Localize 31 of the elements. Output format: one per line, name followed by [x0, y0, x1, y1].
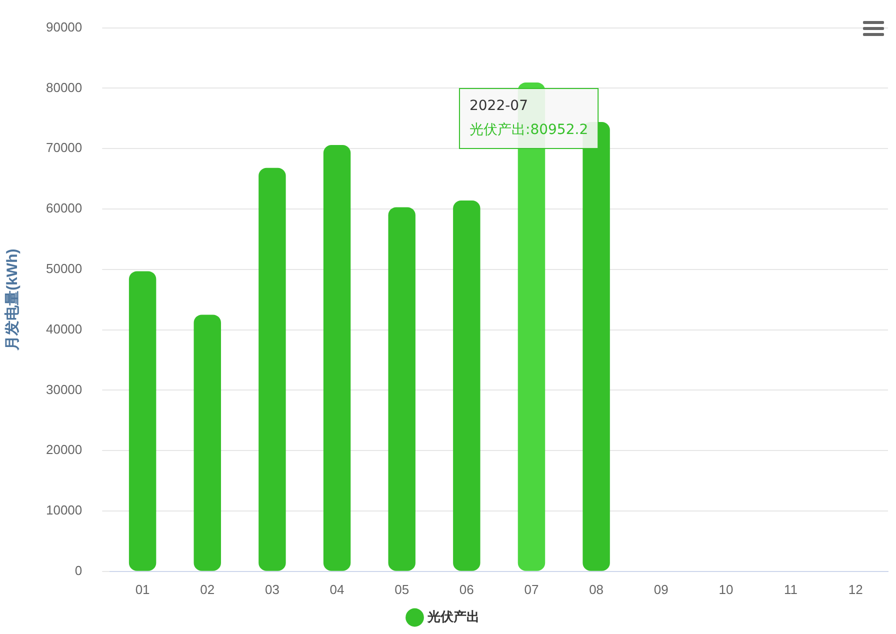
y-tick-label: 40000 — [46, 321, 82, 336]
y-tick-label: 80000 — [46, 80, 82, 95]
x-tick-label: 09 — [654, 582, 668, 597]
bar — [453, 200, 480, 571]
y-tick-label: 50000 — [46, 260, 82, 276]
y-tick-label: 30000 — [46, 382, 82, 397]
x-tick-label: 03 — [264, 582, 280, 597]
x-tick-label: 11 — [784, 582, 798, 597]
y-tick-label: 60000 — [46, 200, 82, 216]
y-tick-label: 90000 — [46, 19, 82, 34]
x-tick-label: 02 — [200, 582, 215, 597]
bar — [388, 207, 416, 571]
y-tick-label: 10000 — [46, 502, 82, 518]
x-tick-label: 06 — [459, 582, 474, 597]
x-tick-label: 07 — [524, 582, 539, 597]
y-tick-label: 70000 — [46, 140, 82, 156]
y-tick-label: 0 — [74, 562, 82, 578]
annotation: 2022-07 光伏产出:80952.2 — [469, 98, 588, 138]
y-tick-label: 20000 — [46, 442, 82, 458]
legend-label: 光伏产出 — [426, 609, 480, 624]
y-axis-title: 月发电量(kWh) — [4, 248, 22, 352]
bar — [194, 314, 221, 571]
x-tick-label: 01 — [135, 582, 150, 597]
x-tick-label: 10 — [718, 582, 734, 597]
x-tick-label: 08 — [589, 582, 604, 597]
bar — [258, 168, 286, 571]
bar — [323, 144, 351, 571]
x-tick-label: 04 — [330, 582, 344, 597]
x-tick-label: 05 — [394, 582, 410, 597]
x-tick-label: 12 — [848, 582, 863, 597]
bar — [128, 271, 156, 571]
